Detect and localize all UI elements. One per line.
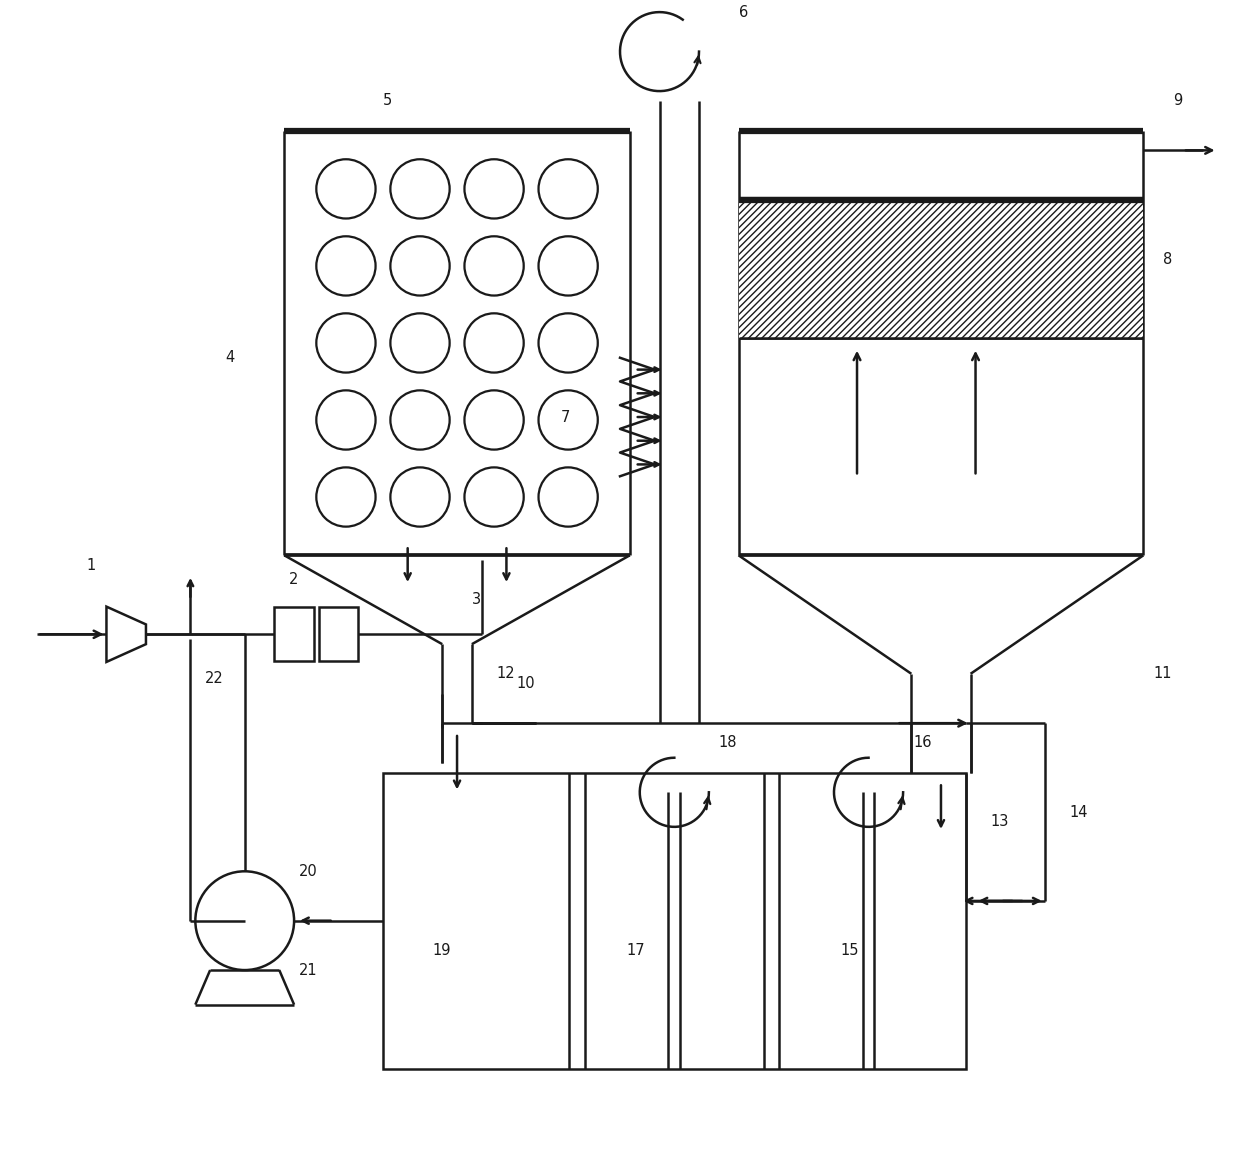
Polygon shape [107,607,146,662]
Text: 7: 7 [560,409,570,425]
Text: 10: 10 [516,676,534,691]
Text: 17: 17 [626,942,645,957]
Text: 2: 2 [289,573,299,588]
Bar [274,607,314,661]
Text: 13: 13 [991,814,1008,829]
Text: 6: 6 [739,5,748,20]
Text: 9: 9 [1173,93,1182,108]
Text: 18: 18 [719,735,738,750]
Text: 11: 11 [1153,666,1172,681]
Text: 19: 19 [433,942,451,957]
Text: 16: 16 [913,735,931,750]
Text: 4: 4 [224,350,234,365]
Text: 15: 15 [841,942,859,957]
Text: 5: 5 [383,93,392,108]
Text: 14: 14 [1069,804,1087,819]
Text: 8: 8 [1163,251,1173,266]
Text: 22: 22 [205,672,224,687]
Bar [319,607,358,661]
Text: 1: 1 [87,558,95,573]
Text: 21: 21 [299,963,317,978]
Text: 3: 3 [472,592,481,607]
Text: 12: 12 [496,666,515,681]
Bar [383,773,966,1069]
Text: 20: 20 [299,864,317,879]
Bar [739,199,1143,338]
